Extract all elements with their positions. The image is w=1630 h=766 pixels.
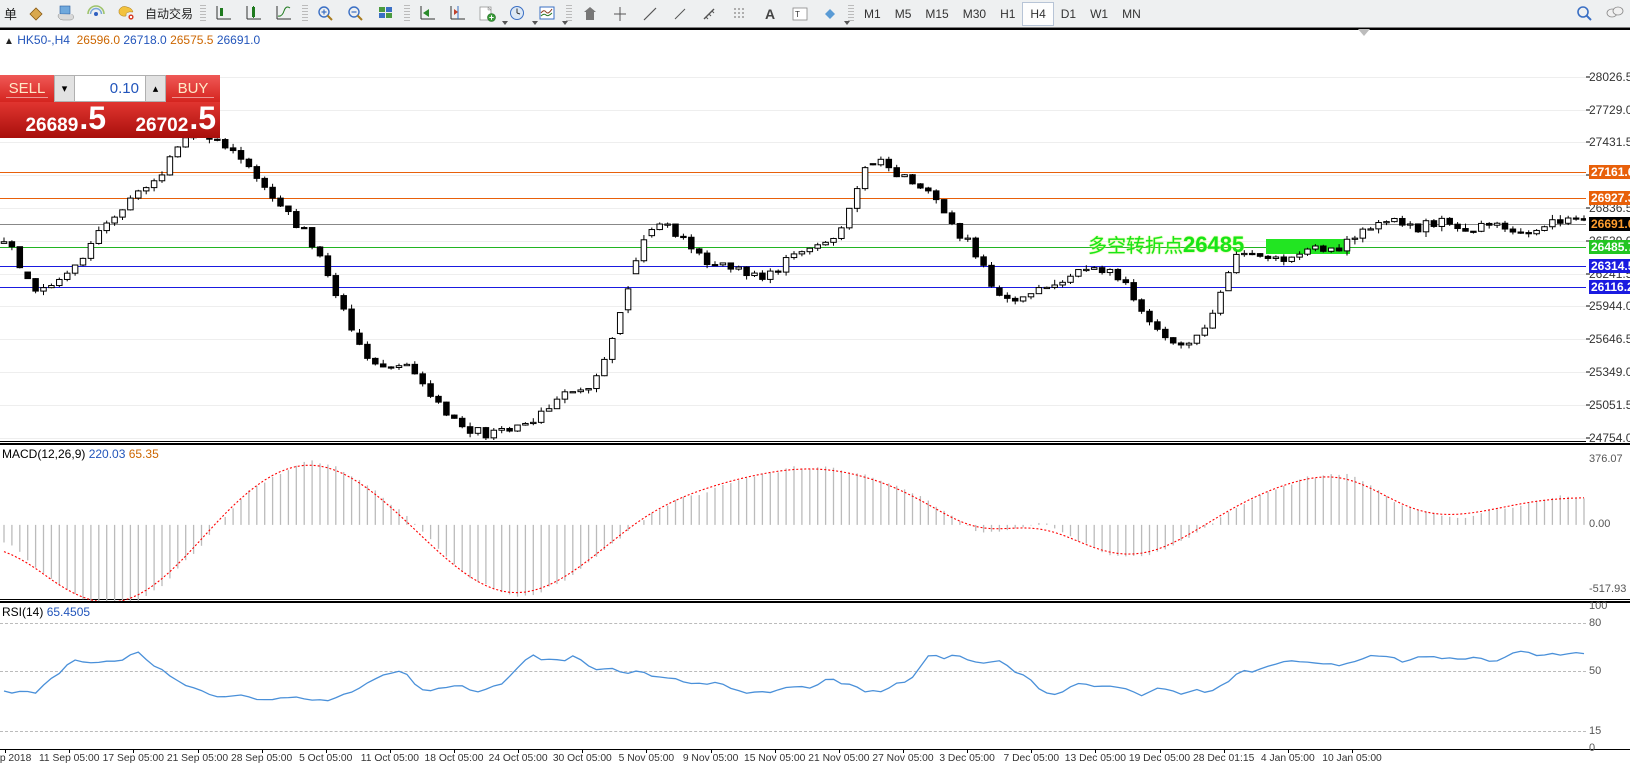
svg-text:T: T <box>795 10 800 19</box>
